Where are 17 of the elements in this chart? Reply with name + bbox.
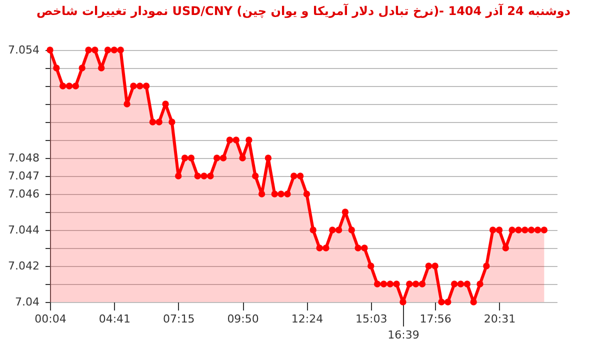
y-tick-label: 7.042 [8,260,40,272]
x-tick-label: 00:04 [34,312,66,326]
y-tick-label: 7.054 [8,44,40,56]
chart-title: نمودار تغییرات شاخص USD/CNY (نرخ تبادل دلار آمریکا و یوان چین)- دوشنبه 24 آذر 1404 [36,3,571,18]
x-tick-label: 15:03 [356,312,388,326]
x-tick-label: 12:24 [291,312,324,326]
x-tick-label: 09:50 [227,312,259,326]
x-tick-label: 07:15 [163,312,195,326]
x-tick-label: 20:31 [484,312,516,326]
x-tick-label: 16:39 [388,328,420,342]
y-tick-label: 7.047 [8,170,40,182]
y-tick-label: 7.046 [8,188,40,200]
x-tick-label: 04:41 [98,312,131,326]
x-tick-label: 17:56 [420,312,452,326]
y-tick-label: 7.04 [15,296,40,308]
y-tick-label: 7.048 [8,152,40,164]
y-tick-label: 7.044 [8,224,40,236]
